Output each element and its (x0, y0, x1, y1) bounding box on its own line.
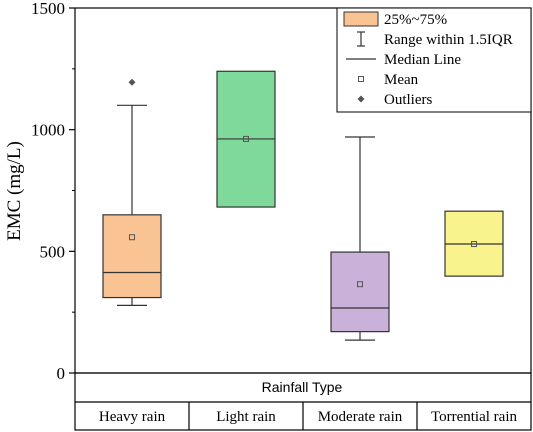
box-iqr (330, 251, 390, 333)
box-group (102, 78, 162, 306)
y-tick-label: 500 (40, 242, 66, 261)
category-label: Heavy rain (99, 409, 166, 425)
category-label: Moderate rain (318, 409, 403, 425)
legend-label: 25%~75% (384, 12, 447, 28)
legend-box-swatch (343, 11, 379, 27)
mean-marker (357, 281, 363, 288)
category-label: Light rain (216, 409, 276, 425)
mean-marker (243, 135, 249, 142)
legend-outlier-swatch (357, 95, 365, 103)
box-group (216, 70, 276, 208)
box-group (444, 210, 504, 277)
y-tick-label: 0 (57, 364, 66, 383)
legend-mean-swatch (358, 76, 364, 82)
legend: 25%~75% Range within 1.5IQR Median Line Mea… (336, 7, 532, 113)
mean-marker (129, 234, 135, 241)
y-tick-label: 1000 (31, 121, 65, 140)
legend-label: Range within 1.5IQR (384, 32, 513, 48)
category-label: Torrential rain (431, 409, 517, 425)
legend-label: Mean (384, 72, 419, 88)
outlier-marker (128, 78, 136, 86)
y-axis-label: EMC (mg/L) (4, 141, 25, 241)
box-iqr (102, 214, 162, 299)
x-axis-label: Rainfall Type (262, 379, 343, 395)
legend-label: Median Line (384, 52, 461, 68)
y-tick-label: 1500 (31, 0, 65, 18)
mean-marker (471, 241, 477, 248)
box-group (330, 136, 390, 341)
legend-label: Outliers (384, 92, 432, 108)
